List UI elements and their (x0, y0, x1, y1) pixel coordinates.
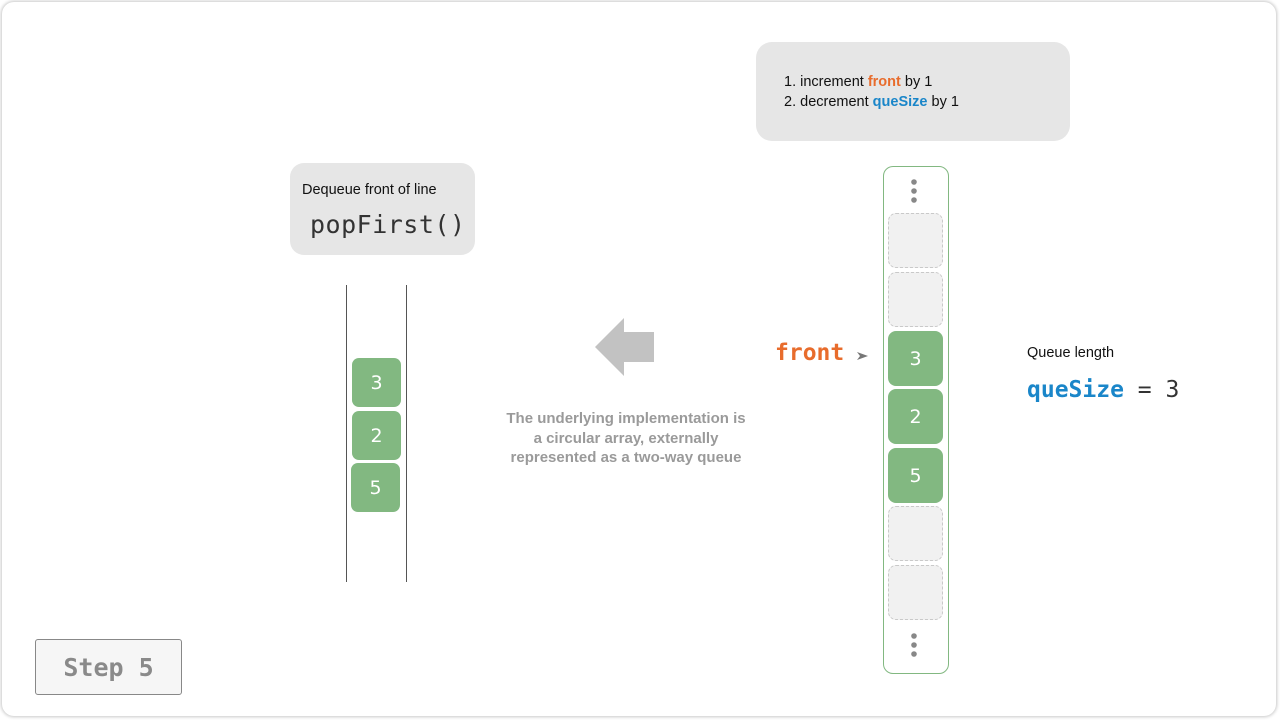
deque-right-rail (406, 285, 407, 582)
quesize-name: queSize (1027, 377, 1124, 403)
array-slot: 3 (888, 331, 943, 386)
deque-cell: 2 (352, 411, 401, 460)
deque-cell: 5 (351, 463, 400, 512)
front-pointer-label: front (775, 340, 845, 366)
deque-left-rail (346, 285, 347, 582)
quesize-equals: = (1137, 377, 1152, 403)
more-vertical-icon (911, 179, 917, 203)
array-slot (888, 506, 943, 561)
array-slot (888, 213, 943, 268)
steps-list: 1. increment front by 1 2. decrement que… (784, 72, 959, 112)
step-line-2: 2. decrement queSize by 1 (784, 94, 959, 110)
implementation-caption: The underlying implementation is a circu… (506, 410, 746, 466)
queue-length-label: Queue length (1027, 345, 1115, 361)
step-line-1: 1. increment front by 1 (784, 74, 933, 90)
pointer-arrow-icon (857, 352, 868, 360)
deque-cell: 3 (352, 358, 401, 407)
array-slot: 5 (888, 448, 943, 503)
steps-box: 1. increment front by 1 2. decrement que… (756, 42, 1070, 141)
quesize-readout: queSize = 3 (1027, 377, 1179, 403)
array-slot (888, 272, 943, 327)
step-indicator[interactable]: Step 5 (35, 639, 182, 695)
quesize-variable: queSize (872, 94, 928, 110)
array-slot (888, 565, 943, 620)
array-slot: 2 (888, 389, 943, 444)
more-vertical-icon (911, 633, 917, 657)
method-label: Dequeue front of line (302, 182, 437, 198)
arrow-left-icon (595, 318, 654, 376)
front-variable: front (867, 74, 901, 90)
quesize-value: 3 (1165, 377, 1180, 403)
method-box: Dequeue front of line popFirst() (290, 163, 475, 255)
method-code: popFirst() (310, 210, 466, 239)
